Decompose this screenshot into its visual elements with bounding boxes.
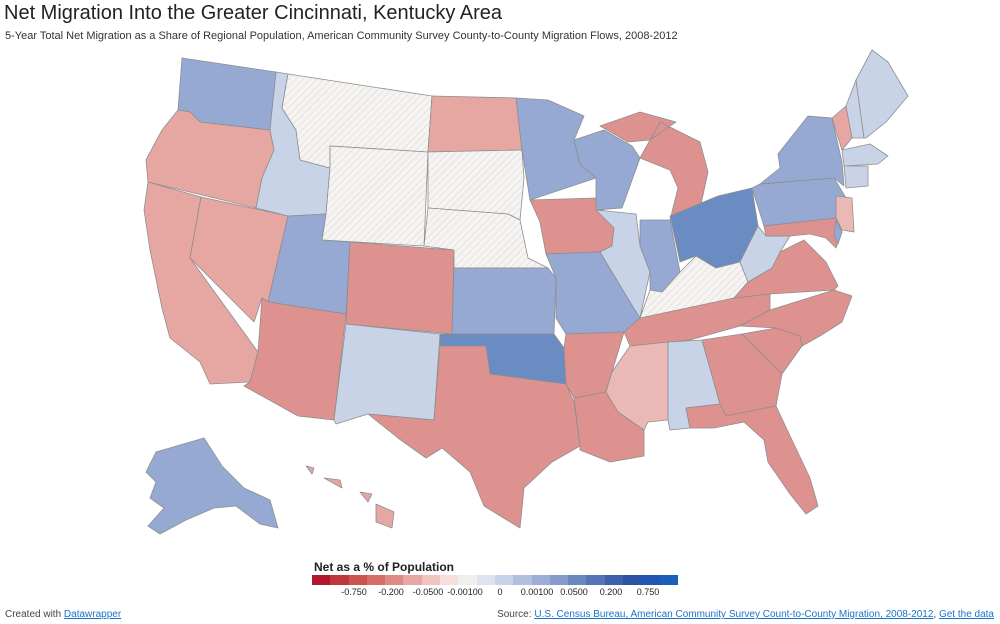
state-co[interactable] [345, 241, 455, 335]
legend-swatch [549, 575, 569, 585]
state-nc[interactable] [739, 289, 853, 347]
state-ak[interactable] [145, 437, 279, 535]
source-link[interactable]: U.S. Census Bureau, American Community S… [534, 609, 934, 620]
legend-tick-label: 0 [497, 587, 503, 597]
legend-swatch [458, 575, 477, 585]
legend-swatch [421, 575, 441, 585]
legend-color-bar [312, 575, 678, 585]
state-nd[interactable] [427, 95, 523, 153]
legend-swatch [604, 575, 624, 585]
legend-swatch [641, 575, 660, 585]
legend-swatch [568, 575, 587, 585]
state-md[interactable] [763, 217, 843, 249]
legend-tick-label: -0.0500 [412, 587, 444, 597]
legend-tick-label: 0.200 [599, 587, 623, 597]
state-ct[interactable] [843, 165, 869, 189]
legend-tick-label: 0.00100 [520, 587, 554, 597]
legend-swatch [623, 575, 642, 585]
legend-swatch [330, 575, 349, 585]
legend-swatch [366, 575, 386, 585]
footer-separator: , [933, 609, 937, 620]
legend-swatch [348, 575, 367, 585]
state-hi[interactable] [305, 465, 395, 529]
legend-tick-label: 0.0500 [560, 587, 588, 597]
legend-swatch [494, 575, 514, 585]
state-fl[interactable] [685, 403, 819, 515]
footer-credit: Created with Datawrapper [5, 609, 121, 620]
state-me[interactable] [855, 49, 909, 139]
legend-title: Net as a % of Population [314, 560, 455, 574]
state-il[interactable] [595, 209, 651, 319]
created-with-text: Created with [5, 609, 62, 620]
legend-swatch [586, 575, 605, 585]
state-ma[interactable] [841, 143, 889, 167]
legend-swatch [476, 575, 495, 585]
source-label: Source: [497, 609, 532, 620]
state-nm[interactable] [333, 323, 441, 425]
legend-swatch [513, 575, 532, 585]
legend-tick-label: -0.00100 [447, 587, 483, 597]
state-wi[interactable] [573, 129, 641, 211]
state-wy[interactable] [321, 145, 429, 247]
legend-tick-label: 0.750 [636, 587, 660, 597]
state-ks[interactable] [451, 267, 557, 335]
get-data-link[interactable]: Get the data [938, 609, 994, 620]
chart-title: Net Migration Into the Greater Cincinnat… [4, 2, 503, 24]
state-az[interactable] [243, 297, 347, 421]
state-tx[interactable] [367, 345, 581, 529]
chart-subtitle: 5-Year Total Net Migration as a Share of… [5, 30, 678, 42]
legend-swatch [403, 575, 422, 585]
us-map [143, 49, 909, 535]
state-ny[interactable] [759, 115, 845, 187]
legend-ticks: -0.750 -0.200 -0.0500 -0.00100 0 0.00100 0.050… [312, 587, 687, 601]
legend-swatch [440, 575, 459, 585]
legend-swatch [531, 575, 550, 585]
legend-tick-label: -0.200 [378, 587, 404, 597]
state-wv[interactable] [739, 225, 791, 283]
footer-source: Source: U.S. Census Bureau, American Com… [497, 609, 994, 620]
legend-swatch [659, 575, 678, 585]
state-nj[interactable] [835, 195, 855, 233]
legend-swatch [312, 575, 331, 585]
legend-swatch [385, 575, 404, 585]
state-de[interactable] [833, 219, 843, 245]
datawrapper-link[interactable]: Datawrapper [63, 609, 122, 620]
legend-tick-label: -0.750 [341, 587, 367, 597]
